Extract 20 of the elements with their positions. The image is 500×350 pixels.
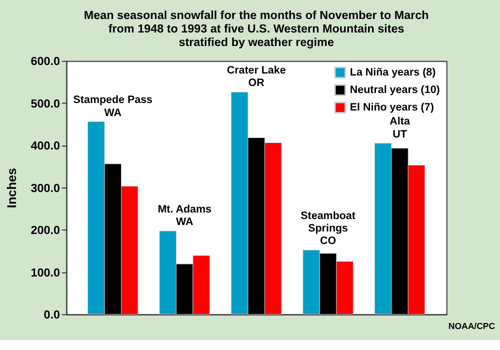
text: stratified by weather regime xyxy=(178,36,334,50)
category-label: Crater Lake OR xyxy=(226,64,286,90)
legend-label: La Niña years (8) xyxy=(350,66,436,78)
y-tick-label: 600.0 xyxy=(30,55,60,68)
y-tick-label: 400.0 xyxy=(30,140,60,153)
y-tick-label: 100.0 xyxy=(30,266,60,280)
y-tick-label: 0.0 xyxy=(44,308,60,322)
category-label: Alta UT xyxy=(390,116,410,140)
text: NOAA/CPC xyxy=(448,320,496,331)
y-tick-label: 200.0 xyxy=(30,224,60,238)
category-label: Stampede Pass WA xyxy=(73,94,153,119)
y-tick-label: 300.0 xyxy=(30,182,60,195)
legend-label: El Niño years (7) xyxy=(350,102,434,114)
legend-label: Neutral years (10) xyxy=(350,84,440,96)
text: Mean seasonal snowfall for the months of November to March xyxy=(84,8,429,22)
text: from 1948 to 1993 at five U.S. Western Mountain sites xyxy=(108,22,404,36)
category-label: Mt. Adams WA xyxy=(158,204,212,228)
y-tick-label: 500.0 xyxy=(30,97,60,110)
category-label: Steamboat Springs CO xyxy=(300,210,356,248)
y-axis-title: Inches xyxy=(5,168,20,208)
